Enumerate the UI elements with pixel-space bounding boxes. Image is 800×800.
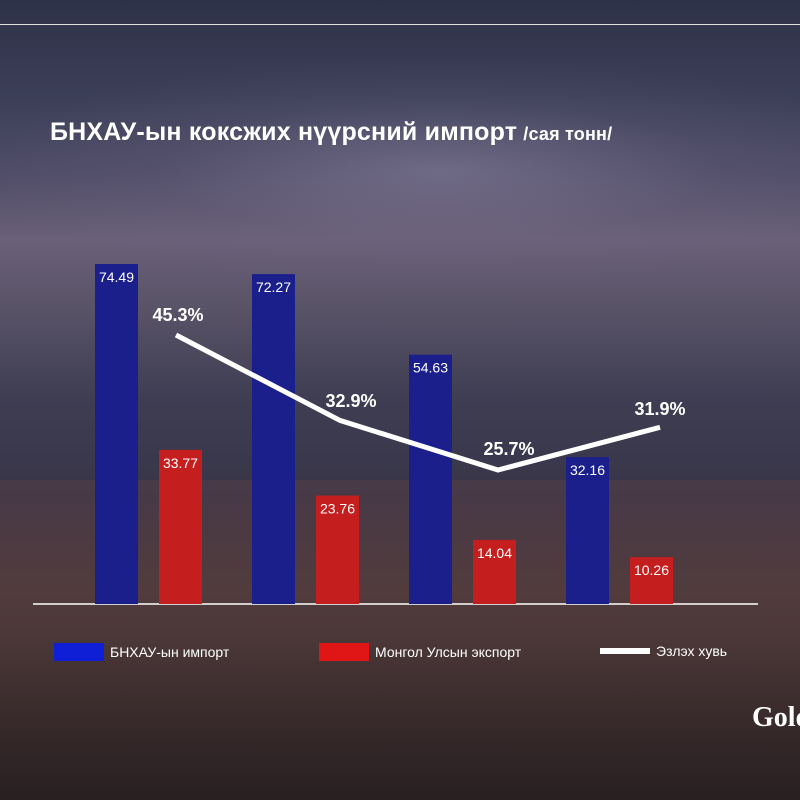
line-share: [174, 332, 661, 473]
data-label-share-2: 25.7%: [483, 439, 534, 459]
legend-label-china-import: БНХАУ-ын импорт: [110, 644, 230, 660]
chart-title-unit: /сая тонн/: [523, 124, 613, 144]
data-label-china-import-3: 32.16: [570, 462, 605, 478]
data-label-china-import-1: 72.27: [256, 279, 291, 295]
bar-mongolia-export-2: [473, 539, 516, 604]
data-label-share-3: 31.9%: [634, 399, 685, 419]
data-label-share-0: 45.3%: [152, 305, 203, 325]
bar-mongolia-export-1: [316, 495, 359, 604]
data-label-share-1: 32.9%: [325, 391, 376, 411]
chart-legend: БНХАУ-ын импорт Монгол Улсын экспорт Эзл…: [0, 643, 800, 673]
legend-swatch-china-import: [54, 643, 104, 661]
logo: Gold: [752, 702, 800, 733]
data-label-mongolia-export-1: 23.76: [320, 501, 355, 517]
bar-china-import-0: [95, 264, 138, 604]
legend-item-china-import: БНХАУ-ын импорт: [54, 643, 229, 661]
bar-china-import-2: [409, 354, 452, 604]
legend-item-mongolia-export: Монгол Улсын экспорт: [319, 643, 521, 661]
bar-mongolia-export-3: [630, 557, 673, 604]
bar-china-import-3: [566, 457, 609, 604]
legend-swatch-share: [600, 648, 650, 654]
legend-swatch-mongolia-export: [319, 643, 369, 661]
data-label-mongolia-export-0: 33.77: [163, 455, 198, 471]
chart-title-text: БНХАУ-ын коксжих нүүрсний импорт: [50, 118, 518, 146]
data-label-mongolia-export-3: 10.26: [634, 562, 669, 578]
top-divider: [0, 24, 800, 25]
data-label-china-import-0: 74.49: [99, 269, 134, 285]
bar-mongolia-export-0: [159, 449, 202, 604]
background-haze: [0, 60, 800, 280]
legend-label-share: Эзлэх хувь: [656, 643, 728, 659]
bar-china-import-1: [252, 274, 295, 604]
legend-item-share: Эзлэх хувь: [600, 643, 727, 659]
data-label-china-import-2: 54.63: [413, 360, 448, 376]
legend-label-mongolia-export: Монгол Улсын экспорт: [375, 644, 522, 660]
data-label-mongolia-export-2: 14.04: [477, 545, 512, 561]
chart-title: БНХАУ-ын коксжих нүүрсний импорт/сая тон…: [50, 118, 612, 147]
